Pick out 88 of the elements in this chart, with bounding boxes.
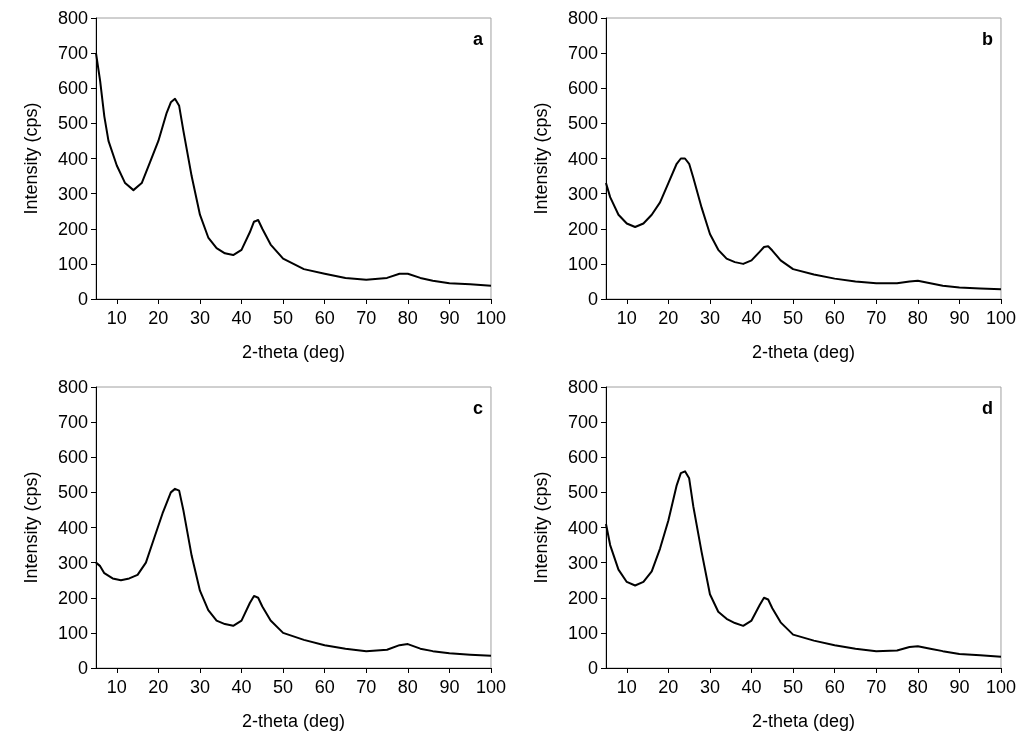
x-tick-label: 80 bbox=[907, 308, 928, 328]
x-tick-label: 30 bbox=[699, 677, 720, 697]
x-axis-title: 2-theta (deg) bbox=[241, 711, 346, 731]
x-tick-label: 50 bbox=[273, 677, 294, 697]
y-tick-label: 600 bbox=[57, 78, 88, 99]
x-tick-label: 50 bbox=[783, 677, 804, 697]
x-tick-label: 30 bbox=[189, 308, 210, 328]
annotation: d bbox=[982, 398, 993, 418]
x-tick-label: 90 bbox=[439, 677, 460, 697]
y-tick-label: 300 bbox=[567, 552, 598, 573]
x-tick-label: 70 bbox=[866, 308, 887, 328]
x-tick-label: 20 bbox=[148, 677, 169, 697]
y-tick-label: 700 bbox=[57, 43, 88, 64]
x-tick-label: 10 bbox=[106, 677, 127, 697]
y-tick-label: 100 bbox=[57, 253, 88, 274]
y-tick-label: 700 bbox=[567, 412, 598, 433]
x-tick-label: 40 bbox=[231, 308, 252, 328]
y-tick-label: 800 bbox=[567, 377, 598, 397]
x-tick-label: 10 bbox=[616, 308, 637, 328]
x-tick-label: 100 bbox=[985, 677, 1017, 697]
x-tick-label: 60 bbox=[314, 677, 335, 697]
x-tick-label: 90 bbox=[439, 308, 460, 328]
x-tick-label: 20 bbox=[658, 308, 679, 328]
x-tick-label: 60 bbox=[824, 308, 845, 328]
y-tick-label: 300 bbox=[57, 183, 88, 204]
x-tick-label: 40 bbox=[741, 677, 762, 697]
y-tick-label: 100 bbox=[567, 253, 598, 274]
y-tick-label: 300 bbox=[57, 552, 88, 573]
x-tick-label: 40 bbox=[231, 677, 252, 697]
y-tick-label: 700 bbox=[57, 412, 88, 433]
x-tick-label: 80 bbox=[397, 308, 418, 328]
y-tick-label: 500 bbox=[57, 482, 88, 503]
y-axis-title: Intensity (cps) bbox=[21, 471, 41, 584]
x-tick-label: 70 bbox=[356, 308, 377, 328]
x-tick-label: 100 bbox=[475, 677, 507, 697]
x-axis-title: 2-theta (deg) bbox=[751, 711, 856, 731]
y-tick-label: 0 bbox=[77, 289, 88, 309]
x-tick-label: 90 bbox=[949, 308, 970, 328]
y-tick-label: 800 bbox=[57, 8, 88, 28]
y-tick-label: 300 bbox=[567, 183, 598, 204]
x-axis-title: 2-theta (deg) bbox=[241, 342, 346, 362]
y-tick-label: 400 bbox=[57, 517, 88, 538]
y-axis-title: Intensity (cps) bbox=[21, 102, 41, 215]
x-tick-label: 10 bbox=[616, 677, 637, 697]
y-axis-title: Intensity (cps) bbox=[531, 471, 551, 584]
y-tick-label: 600 bbox=[567, 447, 598, 468]
y-tick-label: 400 bbox=[567, 148, 598, 169]
y-tick-label: 500 bbox=[57, 113, 88, 134]
annotation: c bbox=[472, 398, 483, 418]
x-tick-label: 20 bbox=[658, 677, 679, 697]
y-tick-label: 400 bbox=[567, 517, 598, 538]
x-tick-label: 80 bbox=[907, 677, 928, 697]
y-tick-label: 700 bbox=[567, 43, 598, 64]
x-tick-label: 20 bbox=[148, 308, 169, 328]
x-tick-label: 50 bbox=[783, 308, 804, 328]
x-tick-label: 100 bbox=[985, 308, 1017, 328]
x-tick-label: 60 bbox=[824, 677, 845, 697]
annotation: a bbox=[472, 29, 484, 49]
x-tick-label: 10 bbox=[106, 308, 127, 328]
x-tick-label: 30 bbox=[699, 308, 720, 328]
annotation: b bbox=[982, 29, 993, 49]
y-tick-label: 200 bbox=[567, 218, 598, 239]
x-tick-label: 70 bbox=[866, 677, 887, 697]
y-tick-label: 100 bbox=[57, 622, 88, 643]
y-tick-label: 500 bbox=[567, 113, 598, 134]
y-tick-label: 0 bbox=[77, 658, 88, 678]
y-tick-label: 500 bbox=[567, 482, 598, 503]
y-tick-label: 400 bbox=[57, 148, 88, 169]
x-tick-label: 90 bbox=[949, 677, 970, 697]
x-tick-label: 80 bbox=[397, 677, 418, 697]
y-tick-label: 600 bbox=[57, 447, 88, 468]
y-tick-label: 600 bbox=[567, 78, 598, 99]
y-tick-label: 800 bbox=[57, 377, 88, 397]
x-tick-label: 30 bbox=[189, 677, 210, 697]
x-axis-title: 2-theta (deg) bbox=[751, 342, 856, 362]
y-tick-label: 200 bbox=[57, 587, 88, 608]
x-tick-label: 100 bbox=[475, 308, 507, 328]
x-tick-label: 40 bbox=[741, 308, 762, 328]
x-tick-label: 70 bbox=[356, 677, 377, 697]
y-tick-label: 0 bbox=[587, 658, 598, 678]
y-tick-label: 800 bbox=[567, 8, 598, 28]
x-tick-label: 60 bbox=[314, 308, 335, 328]
y-tick-label: 200 bbox=[57, 218, 88, 239]
y-tick-label: 0 bbox=[587, 289, 598, 309]
y-axis-title: Intensity (cps) bbox=[531, 102, 551, 215]
x-tick-label: 50 bbox=[273, 308, 294, 328]
y-tick-label: 100 bbox=[567, 622, 598, 643]
y-tick-label: 200 bbox=[567, 587, 598, 608]
